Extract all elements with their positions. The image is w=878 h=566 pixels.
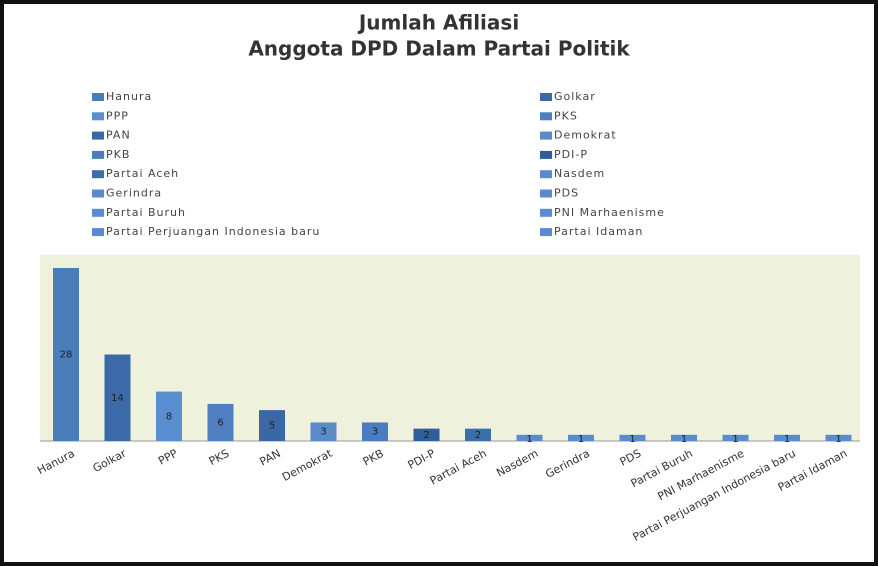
legend-label: Hanura bbox=[106, 90, 152, 103]
data-label: 1 bbox=[578, 434, 584, 445]
legend-swatch bbox=[540, 209, 552, 217]
legend-swatch bbox=[92, 112, 104, 120]
page: {"chart_data": {"type": "bar", "title": … bbox=[0, 0, 878, 566]
legend-label: Demokrat bbox=[554, 129, 617, 142]
legend-label: PNI Marhaenisme bbox=[554, 206, 665, 219]
legend-swatch bbox=[540, 228, 552, 236]
data-label: 6 bbox=[217, 417, 223, 428]
chart-title: Anggota DPD Dalam Partai Politik bbox=[248, 37, 630, 61]
chart: Jumlah Afiliasi Anggota DPD Dalam Partai… bbox=[0, 0, 878, 566]
data-label: 3 bbox=[320, 427, 326, 438]
legend-label: Gerindra bbox=[106, 187, 162, 200]
legend-swatch bbox=[540, 170, 552, 178]
data-label: 5 bbox=[269, 421, 275, 432]
legend-swatch bbox=[92, 190, 104, 198]
legend-swatch bbox=[92, 209, 104, 217]
data-label: 1 bbox=[732, 434, 738, 445]
legend-swatch bbox=[540, 132, 552, 140]
legend-label: Nasdem bbox=[554, 167, 605, 180]
legend-swatch bbox=[92, 151, 104, 159]
data-label: 1 bbox=[629, 434, 635, 445]
data-label: 14 bbox=[111, 393, 124, 404]
legend-label: Partai Perjuangan Indonesia baru bbox=[106, 225, 320, 238]
legend-swatch bbox=[540, 93, 552, 101]
legend-label: PAN bbox=[106, 129, 131, 142]
legend-swatch bbox=[540, 151, 552, 159]
chart-title: Jumlah Afiliasi bbox=[357, 11, 519, 35]
legend-label: PPP bbox=[106, 109, 129, 122]
legend-label: PDS bbox=[554, 187, 579, 200]
legend-swatch bbox=[92, 170, 104, 178]
data-label: 1 bbox=[835, 434, 841, 445]
legend-label: Partai Buruh bbox=[106, 206, 186, 219]
legend-swatch bbox=[92, 228, 104, 236]
legend-label: PDI-P bbox=[554, 148, 588, 161]
legend-label: PKS bbox=[554, 109, 578, 122]
legend-label: Partai Idaman bbox=[554, 225, 643, 238]
data-label: 1 bbox=[526, 434, 532, 445]
legend-label: Partai Aceh bbox=[106, 167, 179, 180]
data-label: 28 bbox=[60, 350, 73, 361]
data-label: 8 bbox=[166, 411, 172, 422]
legend-swatch bbox=[92, 93, 104, 101]
data-label: 3 bbox=[372, 427, 378, 438]
data-label: 2 bbox=[423, 430, 429, 441]
legend-swatch bbox=[540, 190, 552, 198]
legend-swatch bbox=[540, 112, 552, 120]
data-label: 1 bbox=[784, 434, 790, 445]
legend-label: Golkar bbox=[554, 90, 596, 103]
legend-swatch bbox=[92, 132, 104, 140]
legend-label: PKB bbox=[106, 148, 130, 161]
data-label: 1 bbox=[681, 434, 687, 445]
data-label: 2 bbox=[475, 430, 481, 441]
